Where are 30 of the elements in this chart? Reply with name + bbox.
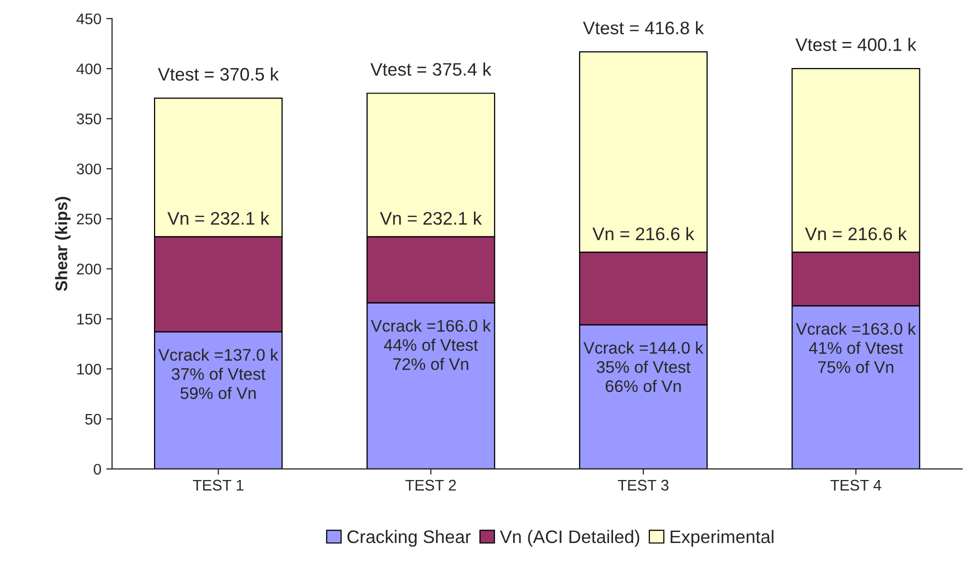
x-tick-label: TEST 2 bbox=[405, 480, 456, 491]
y-tick-label: 350 bbox=[76, 114, 102, 124]
annotation: Vcrack =137.0 k 37% of Vtest 59% of Vn bbox=[158, 348, 278, 400]
y-tick-label: 100 bbox=[77, 364, 102, 375]
y-tick-label: 250 bbox=[76, 214, 102, 224]
annotation: Vcrack =163.0 k 41% of Vtest 75% of Vn bbox=[796, 322, 916, 374]
legend-label: Experimental bbox=[670, 530, 774, 547]
y-tick-label: 450 bbox=[76, 13, 102, 24]
y-tick-label: 200 bbox=[76, 264, 102, 274]
annotation: Vcrack =166.0 k 44% of Vtest 72% of Vn bbox=[370, 320, 491, 370]
y-tick-label: 0 bbox=[94, 464, 102, 475]
y-axis-title: Shear (kips) bbox=[55, 196, 71, 291]
annotation: Vtest = 375.4 k bbox=[370, 62, 492, 76]
annotation: Vtest = 416.8 k bbox=[582, 21, 704, 34]
y-tick-label: 400 bbox=[76, 63, 102, 74]
annotation: Vtest = 400.1 k bbox=[795, 38, 916, 52]
annotation: Vn = 216.6 k bbox=[592, 227, 694, 240]
y-tick-label: 50 bbox=[85, 414, 102, 425]
annotation: Vn = 216.6 k bbox=[805, 227, 907, 240]
y-tick-label: 150 bbox=[77, 314, 102, 325]
x-tick-label: TEST 4 bbox=[830, 480, 882, 491]
annotation: Vcrack =144.0 k 35% of Vtest 66% of Vn bbox=[583, 342, 704, 392]
annotation: Vn = 232.1 k bbox=[167, 212, 270, 225]
legend-label: Vn (ACI Detailed) bbox=[500, 530, 640, 547]
y-tick-label: 300 bbox=[76, 164, 102, 174]
annotation: Vn = 232.1 k bbox=[380, 212, 482, 225]
legend-label: Cracking Shear bbox=[347, 530, 471, 547]
annotation: Vtest = 370.5 k bbox=[158, 67, 279, 81]
x-tick-label: TEST 1 bbox=[192, 480, 244, 491]
x-tick-label: TEST 3 bbox=[618, 480, 668, 491]
